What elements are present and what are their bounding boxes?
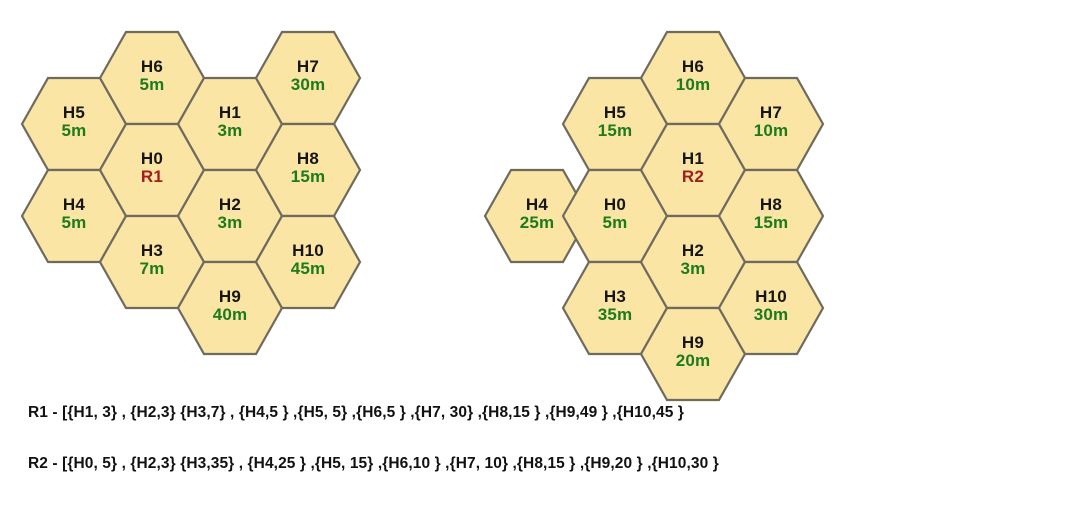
caption-r1: R1 - [{H1, 3} , {H2,3} {H3,7} , {H4,5 } … [28,404,684,421]
caption-r2: R2 - [{H0, 5} , {H2,3} {H3,35} , {H4,25 … [28,455,719,472]
hex-grid-left-shapes [20,30,362,356]
hex-grid-right-shapes [483,30,825,402]
hex-grid-right: H4 25m H5 15m H0 5m H3 35m H6 10m H1 R2 H2 3m H9 20m H7 1… [483,30,825,402]
hex-cell-h10[interactable] [254,214,362,310]
hex-cell-h10[interactable] [717,260,825,356]
hex-grid-left: H5 5m H4 5m H6 5m H0 R1 H3 7m H1 3m H2 3m H9 40m H7 30m H8… [20,30,362,356]
caption-block: R1 - [{H1, 3} , {H2,3} {H3,7} , {H4,5 } … [28,404,1058,473]
